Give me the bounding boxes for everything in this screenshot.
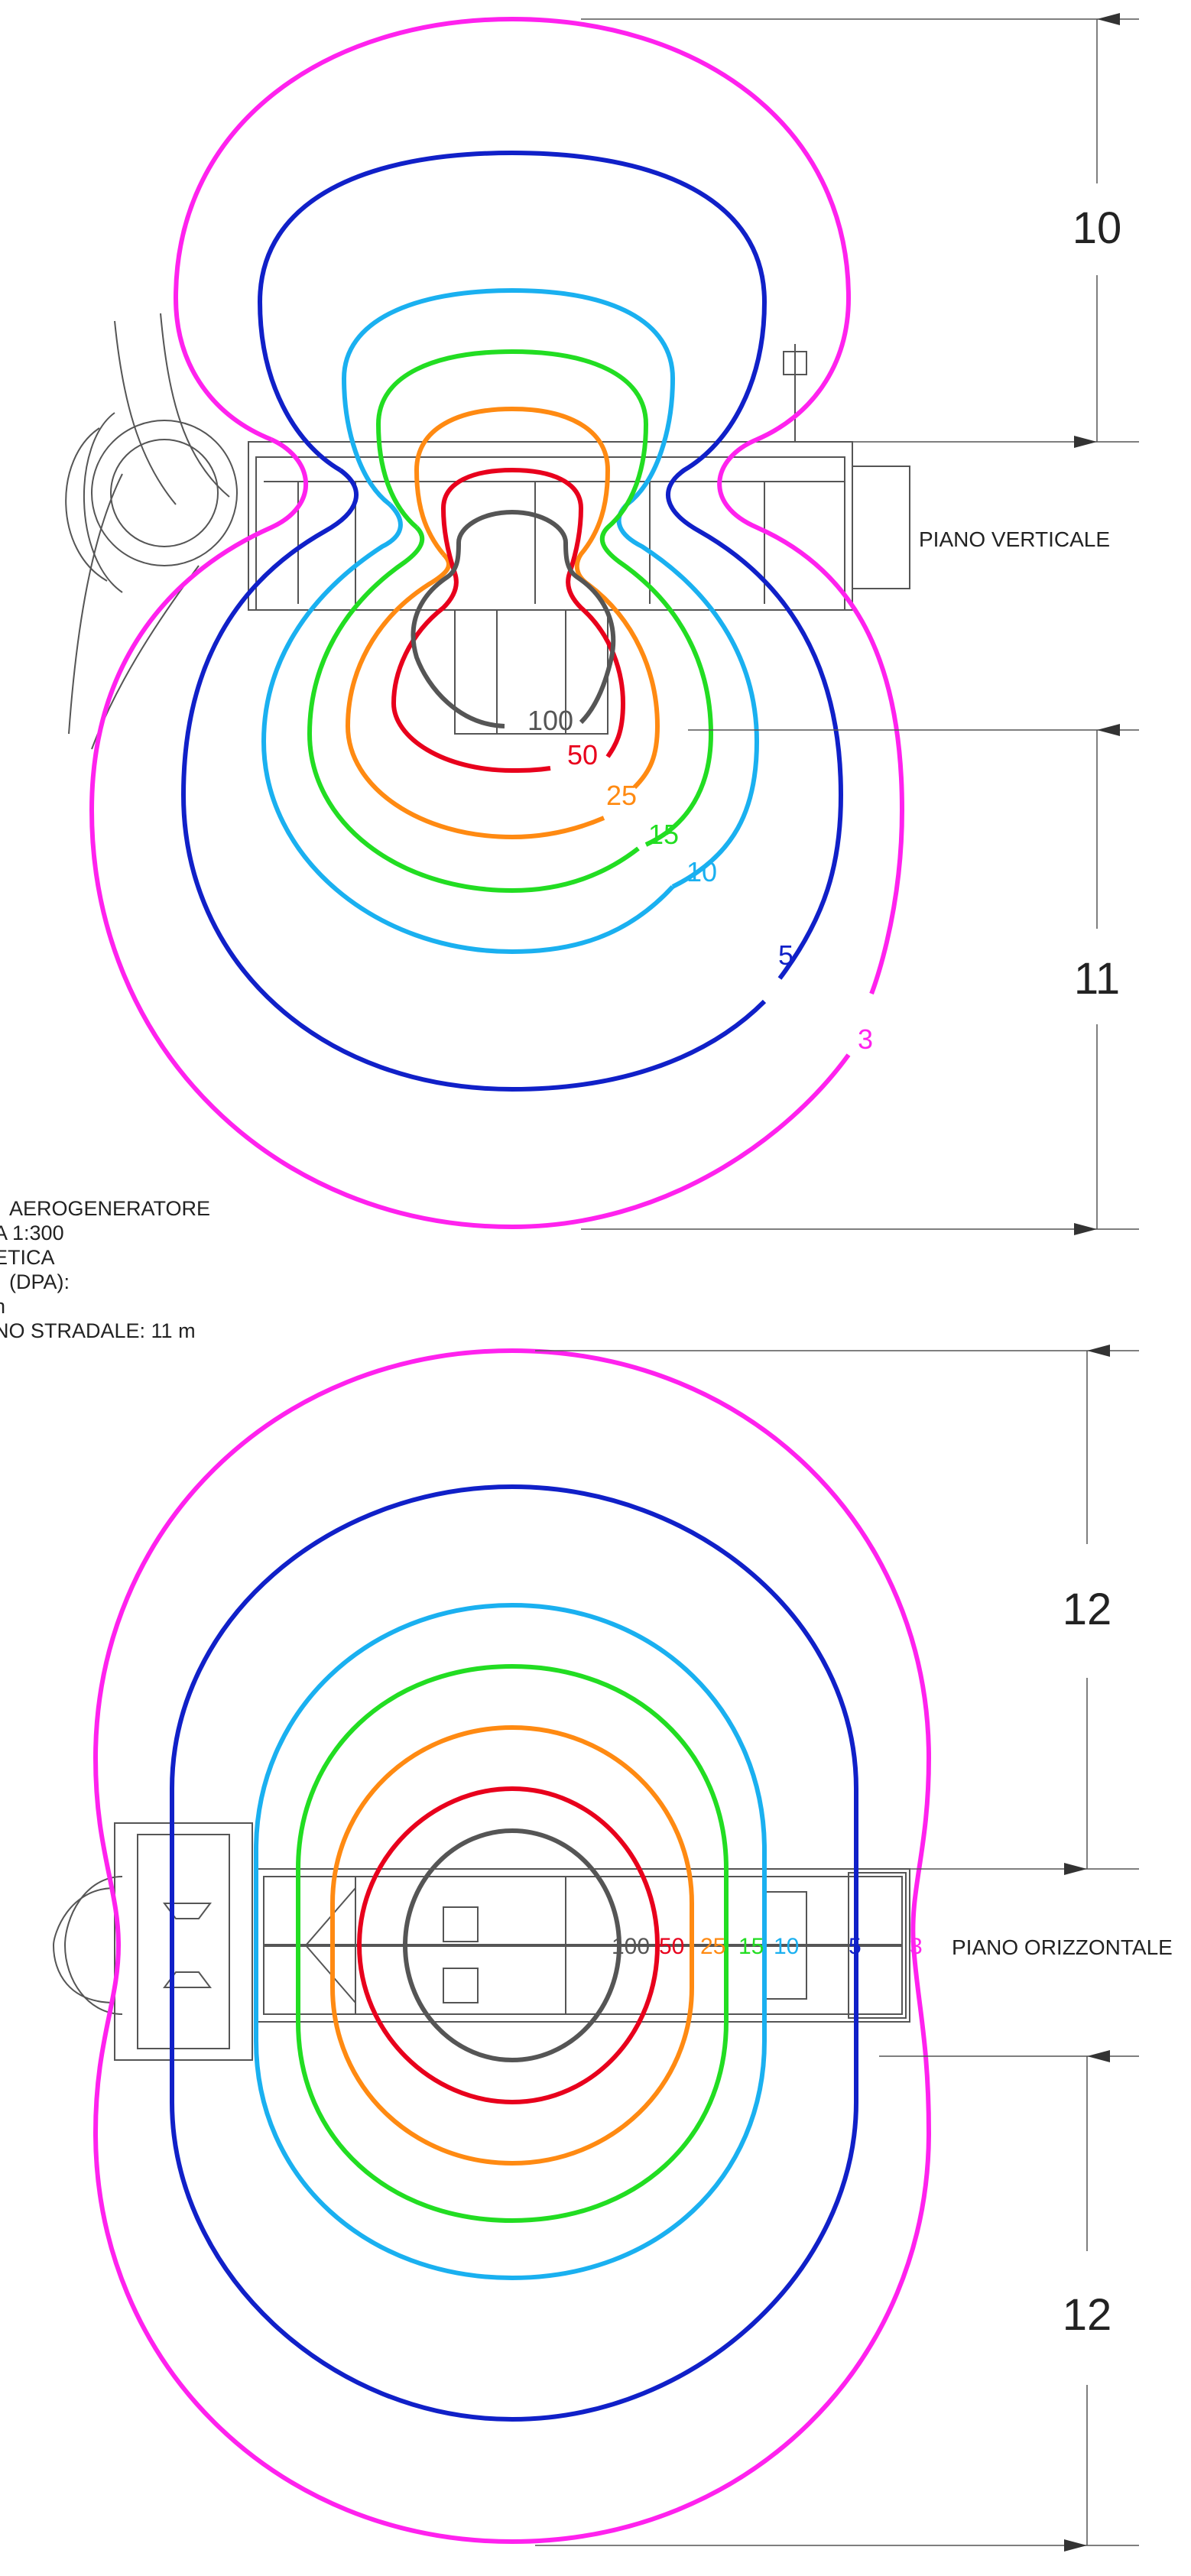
contour-100-vertical xyxy=(411,509,616,728)
label-50-horizontal: 50 xyxy=(659,1934,684,1959)
note-line-6: NO STRADALE: 11 m xyxy=(0,1319,196,1342)
note-line-1: AEROGENERATORE xyxy=(9,1197,211,1220)
contour-10-horizontal xyxy=(254,1602,767,2281)
horizontal-dimensions xyxy=(535,1345,1139,2552)
contour-25-horizontal xyxy=(330,1724,694,2166)
contour-15-vertical xyxy=(375,349,714,847)
horizontal-contour-labels: 100 50 25 15 10 5 3 xyxy=(612,1934,923,1959)
contour-15-horizontal xyxy=(296,1663,729,2224)
label-3-horizontal: 3 xyxy=(910,1934,923,1959)
label-25-vertical: 25 xyxy=(606,780,637,811)
label-10-vertical: 10 xyxy=(686,856,717,887)
contour-5-vertical xyxy=(257,150,844,980)
label-50-vertical: 50 xyxy=(567,739,598,771)
contour-10-vertical xyxy=(341,287,760,889)
note-line-5: n xyxy=(0,1294,269,1319)
label-15-horizontal: 15 xyxy=(738,1934,764,1959)
label-3-vertical: 3 xyxy=(858,1024,873,1055)
vertical-plane-view: 100 50 25 15 10 5 3 10 11 PIANO VERTICAL… xyxy=(65,12,1139,1235)
label-25-horizontal: 25 xyxy=(700,1934,725,1959)
vertical-contour-labels: 100 50 25 15 10 5 3 xyxy=(527,705,873,1055)
drawing-notes: AEROGENERATORE A 1:300 ETICA (DPA): n NO… xyxy=(0,1196,269,1343)
nacelle-side-drawing xyxy=(65,313,910,750)
dim-top-vertical: 10 xyxy=(1073,203,1122,253)
contour-50-vertical xyxy=(440,467,626,758)
note-line-4: (DPA): xyxy=(9,1270,70,1293)
label-5-horizontal: 5 xyxy=(849,1934,862,1959)
contour-15-vertical-tail xyxy=(307,525,640,894)
contour-25-vertical-tail xyxy=(345,552,605,840)
contour-5-vertical-tail xyxy=(180,468,767,1092)
contour-3-vertical xyxy=(173,16,905,995)
label-15-vertical: 15 xyxy=(648,819,679,850)
dim-bottom-horizontal: 12 xyxy=(1063,2290,1112,2340)
label-100-vertical: 100 xyxy=(527,705,573,736)
contour-3-vertical-tail xyxy=(89,437,851,1230)
contour-100-horizontal xyxy=(403,1828,621,2062)
dim-top-horizontal: 12 xyxy=(1063,1585,1112,1634)
contour-50-vertical-tail xyxy=(391,573,551,774)
plane-label-vertical: PIANO VERTICALE xyxy=(919,527,1110,551)
label-5-vertical: 5 xyxy=(778,939,793,971)
note-line-2: A 1:300 xyxy=(0,1221,64,1244)
label-100-horizontal: 100 xyxy=(612,1934,650,1959)
horizontal-contours xyxy=(92,1348,932,2545)
contour-3-horizontal xyxy=(92,1348,932,2545)
label-10-horizontal: 10 xyxy=(774,1934,799,1959)
vertical-contours xyxy=(89,16,905,1230)
vertical-dimensions xyxy=(581,12,1139,1235)
contour-25-vertical xyxy=(414,406,660,790)
contour-10-vertical-tail xyxy=(261,502,675,955)
dim-bottom-vertical: 11 xyxy=(1074,954,1120,1004)
horizontal-plane-view: 100 50 25 15 10 5 3 12 12 PIANO ORIZZONT… xyxy=(52,1345,1173,2552)
plane-label-horizontal: PIANO ORIZZONTALE xyxy=(952,1935,1173,1959)
contour-50-horizontal xyxy=(356,1786,660,2105)
note-line-3: ETICA xyxy=(0,1246,55,1269)
contour-5-horizontal xyxy=(170,1484,858,2422)
